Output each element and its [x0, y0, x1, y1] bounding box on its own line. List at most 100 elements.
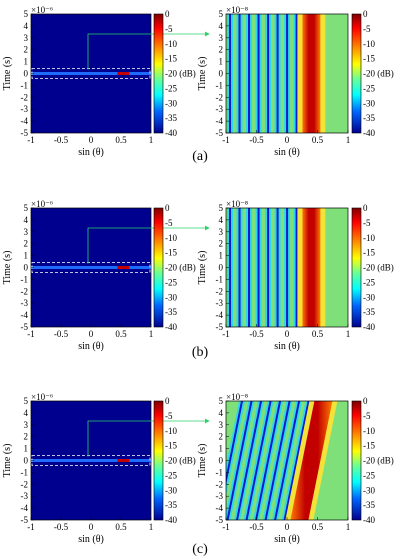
right-y-tick-label: 4 — [219, 21, 224, 31]
right-y-tick-label: 3 — [219, 420, 224, 430]
right-colorbar-tick-label: 0 — [363, 396, 368, 406]
right-colorbar-tick-label: -35 — [363, 500, 375, 510]
left-y-tick-label: 1 — [24, 444, 29, 454]
right-y-tick-label: -1 — [216, 467, 224, 477]
panel-caption: (c) — [192, 542, 208, 557]
zoom-arrow — [87, 225, 210, 264]
right-plot-stripes — [226, 401, 338, 520]
right-colorbar-tick-label: -5 — [363, 411, 371, 421]
right-y-tick-label: -5 — [216, 515, 224, 525]
left-y-tick-label: 0 — [24, 456, 29, 466]
right-x-tick-label: 1 — [346, 135, 351, 145]
left-colorbar-tick-label: -5 — [165, 218, 173, 228]
stripe-blue — [286, 14, 289, 133]
left-y-tick-label: -3 — [21, 491, 29, 501]
right-y-tick-label: 5 — [219, 396, 224, 406]
peak-stripe — [302, 208, 321, 327]
right-y-tick-label: -1 — [216, 80, 224, 90]
stripe-blue — [274, 401, 301, 520]
left-y-tick-label: 1 — [24, 57, 29, 67]
left-y-tick-label: -3 — [21, 298, 29, 308]
stripe-blue — [276, 208, 279, 327]
right-y-tick-label: 1 — [219, 251, 224, 261]
left-plot-center-line — [31, 72, 151, 75]
right-y-tick-label: -4 — [216, 310, 224, 320]
left-colorbar-tick-label: -40 — [165, 128, 177, 138]
left-exponent-label: ×10⁻⁶ — [31, 199, 53, 209]
left-y-tick-label: 3 — [24, 227, 29, 237]
stripe-blue — [283, 401, 310, 520]
stripe-blue — [286, 208, 289, 327]
left-x-tick-label: -0.5 — [54, 522, 69, 532]
left-x-tick-label: -0.5 — [54, 135, 69, 145]
right-x-tick-label: -1 — [222, 135, 230, 145]
stripe-cyan — [226, 401, 245, 496]
right-colorbar-tick-label: -35 — [363, 307, 375, 317]
left-x-tick-label: -1 — [27, 329, 35, 339]
left-x-tick-label: 0 — [89, 329, 94, 339]
right-y-tick-label: -5 — [216, 128, 224, 138]
left-colorbar-tick-label: -10 — [165, 39, 177, 49]
left-colorbar — [153, 400, 164, 521]
left-x-tick-label: 0.5 — [115, 522, 127, 532]
right-plot-area — [225, 400, 349, 521]
right-x-axis-label: sin (θ) — [274, 534, 300, 545]
left-y-tick-label: -1 — [21, 274, 29, 284]
right-colorbar-tick-label: -10 — [363, 233, 375, 243]
left-exponent-label: ×10⁻⁶ — [31, 5, 53, 15]
left-y-tick-label: 4 — [24, 408, 29, 418]
right-x-tick-label: -0.5 — [249, 329, 264, 339]
right-x-tick-label: -1 — [222, 329, 230, 339]
left-colorbar-tick-label: -15 — [165, 54, 177, 64]
right-y-tick-label: 3 — [219, 227, 224, 237]
left-x-axis-label: sin (θ) — [78, 534, 104, 545]
zoom-arrow — [87, 418, 210, 457]
left-y-tick-label: -2 — [21, 479, 29, 489]
left-x-axis-label: sin (θ) — [78, 341, 104, 352]
left-y-tick-label: 1 — [24, 251, 29, 261]
right-y-tick-label: 3 — [219, 33, 224, 43]
stripe-blue — [226, 401, 243, 486]
right-y-tick-label: 0 — [219, 263, 224, 273]
right-y-tick-label: -4 — [216, 116, 224, 126]
panel-caption: (b) — [192, 345, 209, 360]
stripe-blue — [295, 208, 298, 327]
left-plot-center-line — [31, 266, 151, 269]
left-x-tick-label: 1 — [149, 135, 154, 145]
left-y-tick-label: 3 — [24, 420, 29, 430]
right-colorbar-tick-label: -30 — [363, 485, 375, 495]
left-x-tick-label: 0 — [89, 522, 94, 532]
left-y-tick-label: 0 — [24, 69, 29, 79]
right-y-tick-label: 5 — [219, 9, 224, 19]
left-colorbar-tick-label: -30 — [165, 292, 177, 302]
right-y-tick-label: 1 — [219, 57, 224, 67]
right-x-tick-label: -0.5 — [249, 135, 264, 145]
right-y-axis-label: Time (s) — [197, 444, 208, 478]
stripe-blue — [267, 14, 270, 133]
left-colorbar-tick-label: -20 (dB) — [165, 263, 196, 273]
right-colorbar-tick-label: -10 — [363, 39, 375, 49]
right-colorbar-tick-label: -25 — [363, 470, 375, 480]
right-x-tick-label: 1 — [346, 522, 351, 532]
right-colorbar — [351, 400, 362, 521]
stripe-blue — [257, 208, 260, 327]
peak-stripe — [302, 14, 321, 133]
left-x-tick-label: 0.5 — [115, 135, 127, 145]
right-y-tick-label: -5 — [216, 322, 224, 332]
panel-caption: (a) — [192, 149, 208, 164]
left-y-tick-label: -4 — [21, 116, 29, 126]
left-y-axis-label: Time (s) — [2, 444, 13, 478]
left-y-tick-label: 5 — [24, 396, 29, 406]
left-exponent-label: ×10⁻⁶ — [31, 392, 53, 402]
right-plot-stripes — [227, 208, 326, 327]
left-colorbar-tick-label: -15 — [165, 441, 177, 451]
stripe-blue — [264, 401, 291, 520]
right-colorbar-tick-label: -35 — [363, 113, 375, 123]
left-y-tick-label: 3 — [24, 33, 29, 43]
right-x-tick-label: 0.5 — [312, 135, 324, 145]
right-x-tick-label: 0.5 — [312, 522, 324, 532]
left-y-tick-label: -1 — [21, 80, 29, 90]
left-colorbar — [153, 207, 164, 328]
